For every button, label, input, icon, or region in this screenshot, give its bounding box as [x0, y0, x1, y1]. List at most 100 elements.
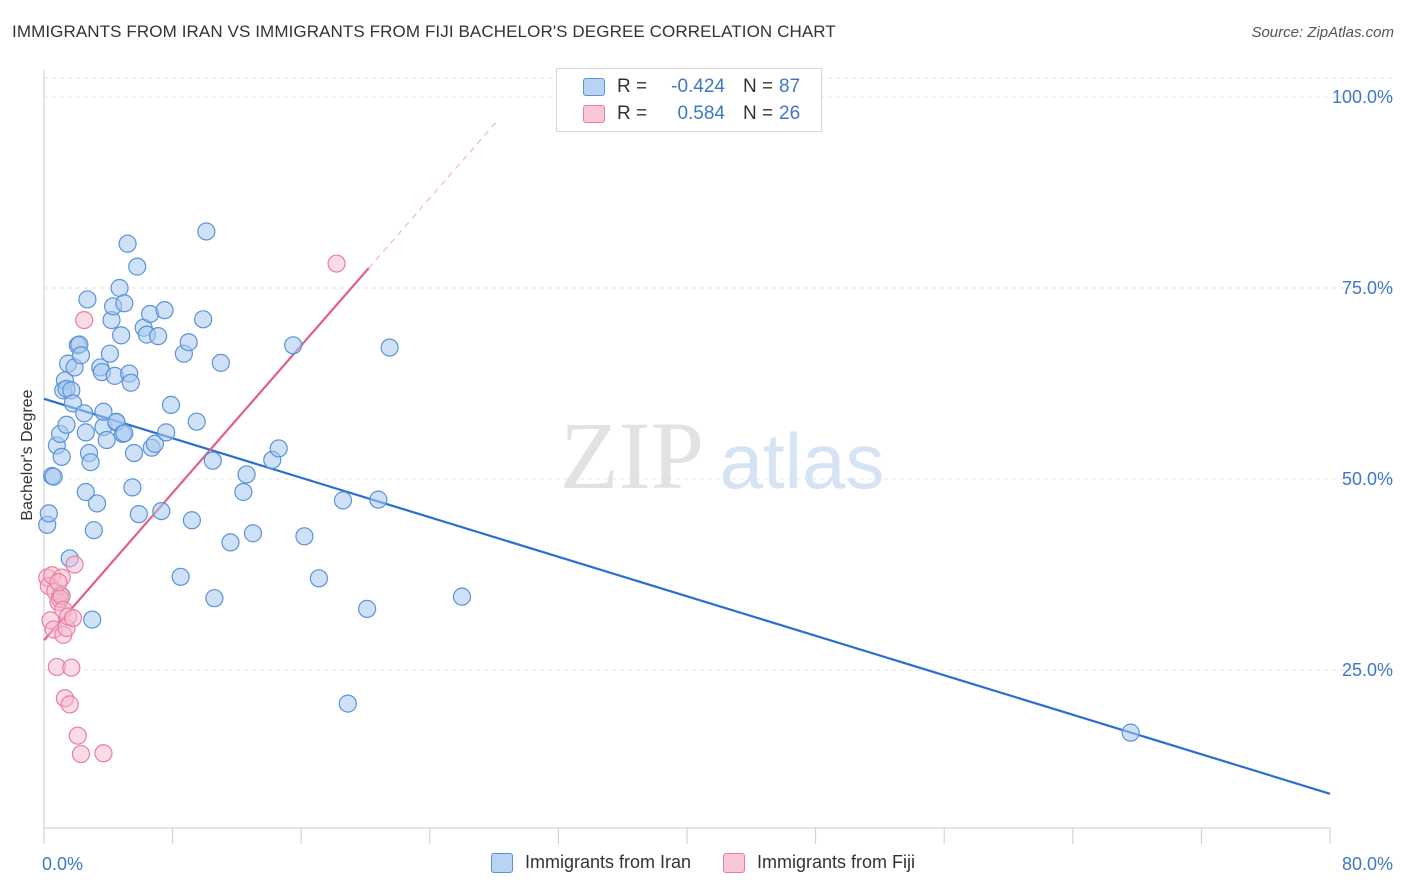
correlation-legend: R = -0.424 N = 87 R = 0.584 N = 26: [556, 68, 822, 132]
r-label: R =: [617, 103, 648, 124]
iran-point: [284, 336, 303, 355]
trend-lines: [43, 120, 1331, 795]
legend-row-fiji: R = 0.584 N = 26: [583, 102, 800, 126]
fiji-point: [75, 310, 94, 330]
iran-point: [81, 453, 100, 472]
iran-point: [157, 423, 176, 442]
iran-r-value: -0.424: [671, 76, 725, 97]
chart-title: IMMIGRANTS FROM IRAN VS IMMIGRANTS FROM …: [12, 22, 836, 41]
iran-point: [145, 434, 165, 453]
iran-point: [452, 587, 472, 606]
fiji-trend-line: [43, 267, 370, 641]
iran-point: [112, 326, 131, 345]
iran-point: [52, 447, 71, 466]
iran-legend-swatch: [490, 852, 513, 873]
iran-point: [358, 599, 377, 618]
iran-point: [243, 524, 263, 543]
iran-point: [57, 415, 76, 434]
source-credit: Source: ZipAtlas.com: [1251, 24, 1394, 41]
y-tick-label: 25.0%: [1342, 660, 1393, 680]
iran-point: [75, 404, 94, 423]
fiji-point: [62, 658, 81, 677]
fiji-point: [327, 254, 346, 273]
n-label: N =: [743, 103, 774, 124]
x-tick-label-max: 80.0%: [1342, 854, 1393, 874]
fiji-swatch: [583, 105, 605, 123]
legend-item-fiji: Immigrants from Fiji: [723, 852, 915, 873]
iran-point: [171, 567, 190, 586]
axes: [43, 70, 1331, 844]
iran-point: [94, 402, 113, 421]
iran-point: [179, 333, 198, 352]
iran-point: [97, 430, 116, 450]
fiji-point: [60, 695, 79, 714]
iran-swatch: [583, 78, 605, 96]
fiji-point: [49, 573, 68, 592]
iran-point: [1121, 723, 1140, 742]
iran-point: [221, 533, 240, 552]
x-tick-label-min: 0.0%: [42, 854, 83, 874]
iran-point: [71, 346, 91, 365]
iran-point: [115, 424, 134, 443]
watermark: ZIP atlas: [560, 402, 884, 509]
fiji-point: [65, 555, 84, 574]
n-label: N =: [743, 76, 774, 97]
fiji-legend-swatch: [723, 852, 746, 873]
fiji-r-value: 0.584: [677, 103, 725, 124]
iran-point: [333, 491, 353, 510]
iran-legend-label: Immigrants from Iran: [524, 852, 692, 872]
iran-points: [38, 222, 1140, 742]
iran-point: [78, 290, 97, 309]
tick-labels: 25.0% 50.0% 75.0% 100.0% 0.0% 80.0%: [42, 87, 1393, 874]
fiji-legend-label: Immigrants from Fiji: [757, 852, 916, 872]
legend-row-iran: R = -0.424 N = 87: [583, 75, 800, 99]
iran-point: [129, 505, 148, 524]
watermark-atlas: atlas: [720, 417, 885, 505]
iran-point: [197, 222, 216, 241]
iran-point: [187, 412, 206, 431]
iran-point: [149, 327, 168, 346]
iran-point: [309, 569, 328, 588]
iran-point: [234, 482, 253, 502]
iran-point: [84, 521, 103, 540]
iran-point: [118, 234, 137, 253]
iran-point: [380, 338, 399, 357]
r-label: R =: [617, 76, 648, 97]
iran-point: [194, 310, 213, 329]
iran-point: [87, 494, 107, 513]
iran-point: [369, 490, 388, 509]
iran-point: [295, 527, 314, 546]
iran-point: [83, 610, 102, 629]
y-tick-label: 50.0%: [1342, 469, 1393, 489]
fiji-point: [94, 744, 113, 763]
iran-point: [269, 439, 288, 458]
fiji-point: [68, 726, 87, 745]
iran-point: [39, 504, 58, 523]
fiji-point: [63, 608, 83, 628]
series-legend: Immigrants from Iran Immigrants from Fij…: [0, 852, 1406, 873]
iran-point: [161, 395, 181, 414]
iran-point: [237, 465, 256, 484]
iran-point: [121, 373, 140, 392]
iran-point: [128, 257, 147, 276]
fiji-trend-extension: [368, 120, 498, 269]
iran-point: [100, 344, 120, 363]
iran-n-value: 87: [779, 76, 801, 97]
iran-point: [44, 467, 63, 486]
y-tick-label: 100.0%: [1332, 87, 1393, 107]
gridlines: [44, 77, 1392, 671]
watermark-zip: ZIP: [560, 402, 704, 509]
iran-point: [76, 423, 95, 442]
iran-point: [211, 353, 230, 372]
iran-point: [338, 694, 357, 713]
iran-point: [152, 501, 171, 521]
iran-point: [115, 294, 134, 313]
legend-item-iran: Immigrants from Iran: [490, 852, 692, 873]
iran-point: [155, 301, 174, 320]
iran-point: [123, 478, 142, 497]
iran-point: [110, 278, 129, 298]
iran-point: [124, 443, 144, 463]
iran-point: [76, 482, 95, 502]
iran-point: [205, 589, 224, 608]
